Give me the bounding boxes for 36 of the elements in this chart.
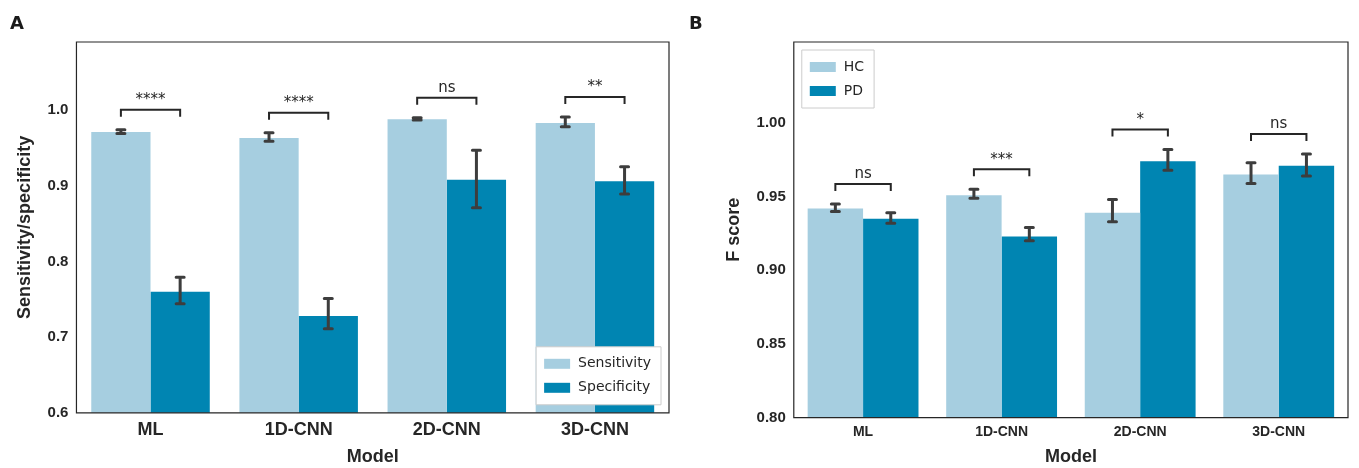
x-tick-label: 2D-CNN [412, 418, 481, 439]
y-axis-title: F score [722, 197, 743, 262]
x-tick-label: 3D-CNN [1252, 422, 1306, 439]
annotation: ns [438, 78, 456, 97]
y-tick-label: 0.6 [47, 402, 69, 420]
y-axis-title: Sensitivity/specificity [13, 135, 34, 319]
y-tick-label: 0.80 [756, 407, 786, 425]
x-axis-title: Model [1044, 446, 1097, 467]
y-tick-label: 0.95 [756, 186, 786, 204]
legend-label: HC [843, 57, 865, 74]
text: B [689, 12, 703, 33]
x-tick-label: 1D-CNN [264, 418, 333, 439]
y-tick-label: 0.9 [47, 175, 69, 193]
x-tick-label: 3D-CNN [560, 418, 629, 439]
x-axis-title: Model [346, 446, 399, 467]
x-tick-label: ML [137, 418, 164, 439]
x-tick-label: ML [852, 422, 874, 439]
y-tick-label: 1.00 [756, 113, 786, 131]
legend-label: Specificity [578, 378, 651, 395]
x-tick-label: 1D-CNN [975, 422, 1029, 439]
annotation: ns [854, 164, 872, 183]
y-tick-label: 0.90 [756, 260, 786, 278]
x-tick-label: 2D-CNN [1113, 422, 1167, 439]
annotation: **** [283, 93, 315, 112]
legend-label: PD [843, 81, 864, 98]
annotation: **** [135, 90, 167, 109]
y-tick-label: 0.85 [756, 334, 786, 352]
y-tick-label: 0.8 [47, 251, 69, 269]
y-tick-label: 1.0 [47, 100, 69, 118]
y-tick-label: 0.7 [47, 327, 69, 345]
annotation: *** [990, 149, 1014, 168]
legend-label: Sensitivity [578, 354, 652, 371]
annotation: ** [587, 77, 603, 96]
annotation: ns [1270, 114, 1288, 133]
annotation: * [1136, 109, 1145, 128]
text: A [10, 12, 24, 33]
